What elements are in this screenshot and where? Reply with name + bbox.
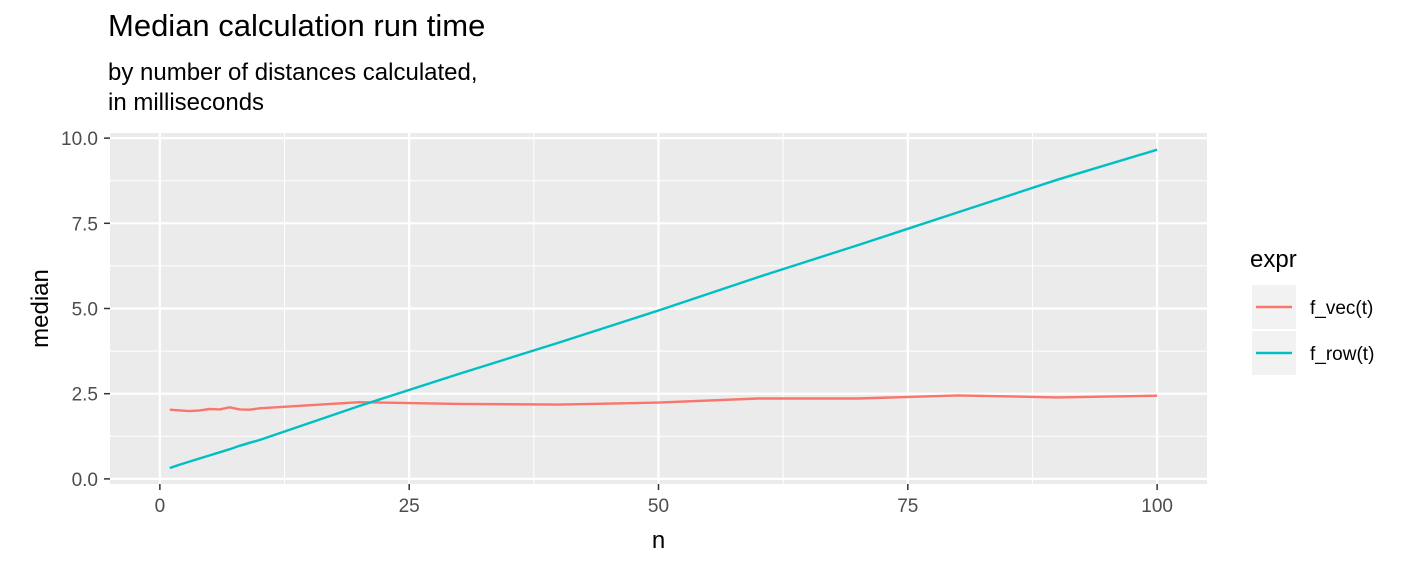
legend-title: expr (1250, 246, 1297, 273)
x-tick-label: 100 (1141, 496, 1173, 517)
series-line-f-vec (169, 394, 1158, 413)
chart-title: Median calculation run time (108, 8, 486, 43)
y-tick-label: 7.5 (72, 214, 98, 235)
series-line-f-row (169, 148, 1158, 470)
chart-subtitle: by number of distances calculated, in mi… (108, 58, 478, 118)
legend-label: f_row(t) (1310, 344, 1374, 365)
series-lines (169, 148, 1158, 470)
gridlines (110, 133, 1207, 484)
legend: expr f_vec(t) f_row(t) (1250, 246, 1374, 375)
axes: 0 25 50 75 100 0.0 2.5 5.0 7.5 10.0 (61, 129, 1173, 517)
x-tick-label: 50 (648, 496, 669, 517)
x-tick-label: 0 (155, 496, 166, 517)
subtitle-line-1: by number of distances calculated, (108, 59, 478, 86)
x-tick-label: 25 (399, 496, 420, 517)
subtitle-line-2: in milliseconds (108, 89, 265, 116)
y-tick-label: 2.5 (72, 385, 98, 406)
x-tick-label: 75 (897, 496, 918, 517)
x-axis-title: n (652, 527, 665, 554)
y-axis-title: median (27, 269, 54, 348)
y-tick-label: 5.0 (72, 300, 98, 321)
y-tick-label: 0.0 (72, 470, 98, 491)
legend-label: f_vec(t) (1310, 298, 1373, 319)
y-tick-label: 10.0 (61, 129, 98, 150)
